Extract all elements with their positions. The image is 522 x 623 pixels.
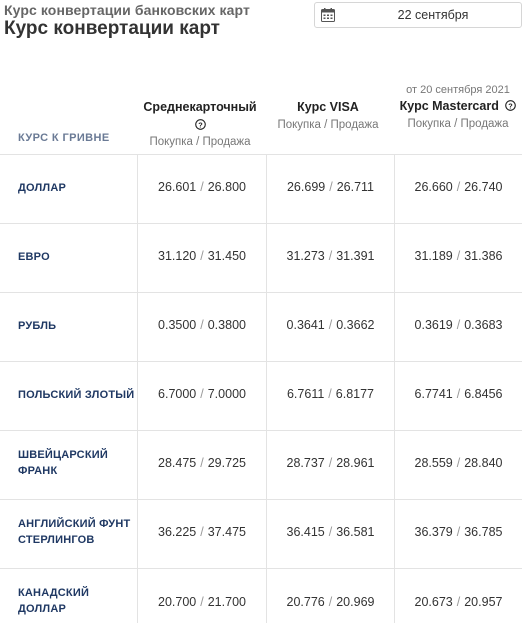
rate-cell-visa: 36.415/36.581 xyxy=(286,525,375,539)
page-title: Курс конвертации карт xyxy=(4,18,220,39)
column-name-wrap: Курс Mastercard ? xyxy=(396,99,520,113)
svg-text:?: ? xyxy=(509,101,514,110)
column-divider xyxy=(266,154,267,623)
column-header-visa: Курс VISA Покупка / Продажа xyxy=(268,100,388,131)
help-icon[interactable]: ? xyxy=(505,100,517,111)
column-divider xyxy=(137,154,138,623)
divider xyxy=(0,499,522,500)
rate-cell-visa: 31.273/31.391 xyxy=(286,249,375,263)
rate-cell-mastercard: 36.379/36.785 xyxy=(414,525,503,539)
rate-cell-mastercard: 0.3619/0.3683 xyxy=(414,318,503,332)
currency-name: КАНАДСКИЙ ДОЛЛАР xyxy=(18,587,90,615)
rate-cell-visa: 0.3641/0.3662 xyxy=(286,318,375,332)
column-name: Среднекарточный xyxy=(143,100,257,114)
currency-name: ПОЛЬСКИЙ ЗЛОТЫЙ xyxy=(18,389,135,401)
rate-cell-average: 6.7000/7.0000 xyxy=(158,387,246,401)
rate-cell-average: 26.601/26.800 xyxy=(158,180,246,194)
table-row: ДОЛЛАР 26.601/26.800 26.699/26.711 26.66… xyxy=(0,154,522,223)
column-subtitle: Покупка / Продажа xyxy=(277,119,379,131)
rate-cell-average: 36.225/37.475 xyxy=(158,525,246,539)
calendar-icon xyxy=(321,8,335,22)
page-subtitle: Курс конвертации банковских карт xyxy=(4,2,250,18)
table-row: ШВЕЙЦАРСКИЙ ФРАНК 28.475/29.725 28.737/28… xyxy=(0,430,522,499)
currency-name: АНГЛИЙСКИЙ ФУНТ СТЕРЛИНГОВ xyxy=(18,518,131,546)
table-row: ЕВРО 31.120/31.450 31.273/31.391 31.189/… xyxy=(0,223,522,292)
column-name: Курс VISA xyxy=(297,100,359,114)
rate-cell-average: 0.3500/0.3800 xyxy=(158,318,246,332)
column-name: Курс Mastercard xyxy=(399,99,499,113)
divider xyxy=(0,223,522,224)
column-header-average: Среднекарточный ? Покупка / Продажа xyxy=(138,100,262,148)
divider xyxy=(0,430,522,431)
svg-text:?: ? xyxy=(198,120,203,129)
column-subtitle: Покупка / Продажа xyxy=(149,136,251,148)
currency-name: ЕВРО xyxy=(18,251,50,263)
currency-name: РУБЛЬ xyxy=(18,320,57,332)
rate-cell-visa: 28.737/28.961 xyxy=(286,456,375,470)
rate-cell-visa: 6.7611/6.8177 xyxy=(286,387,375,401)
rate-cell-mastercard: 26.660/26.740 xyxy=(414,180,503,194)
currency-name: ШВЕЙЦАРСКИЙ ФРАНК xyxy=(18,449,108,477)
rate-cell-visa: 26.699/26.711 xyxy=(286,180,375,194)
column-header-mastercard: от 20 сентября 2021 Курс Mastercard ? По… xyxy=(396,84,520,130)
selected-date: 22 сентября xyxy=(397,8,469,22)
currency-name: ДОЛЛАР xyxy=(18,182,67,194)
rate-cell-mastercard: 28.559/28.840 xyxy=(414,456,503,470)
table-row: ПОЛЬСКИЙ ЗЛОТЫЙ 6.7000/7.0000 6.7611/6.8… xyxy=(0,361,522,430)
rate-cell-mastercard: 20.673/20.957 xyxy=(414,595,503,609)
table-row: АНГЛИЙСКИЙ ФУНТ СТЕРЛИНГОВ 36.225/37.475 … xyxy=(0,499,522,568)
table-row: РУБЛЬ 0.3500/0.3800 0.3641/0.3662 0.3619… xyxy=(0,292,522,361)
rate-cell-average: 31.120/31.450 xyxy=(158,249,246,263)
divider xyxy=(0,292,522,293)
row-label-header: КУРС К ГРИВНЕ xyxy=(18,132,110,144)
table-row: КАНАДСКИЙ ДОЛЛАР 20.700/21.700 20.776/20.… xyxy=(0,568,522,623)
rate-cell-average: 20.700/21.700 xyxy=(158,595,246,609)
divider xyxy=(0,568,522,569)
column-subtitle: Покупка / Продажа xyxy=(407,118,509,130)
rate-cell-visa: 20.776/20.969 xyxy=(286,595,375,609)
divider xyxy=(0,361,522,362)
date-picker[interactable]: 22 сентября xyxy=(314,2,522,28)
rate-cell-mastercard: 6.7741/6.8456 xyxy=(414,387,503,401)
rates-date-note: от 20 сентября 2021 xyxy=(406,84,510,96)
help-icon[interactable]: ? xyxy=(194,119,206,130)
divider xyxy=(0,154,522,155)
rate-cell-average: 28.475/29.725 xyxy=(158,456,246,470)
column-divider xyxy=(394,154,395,623)
rate-cell-mastercard: 31.189/31.386 xyxy=(414,249,503,263)
